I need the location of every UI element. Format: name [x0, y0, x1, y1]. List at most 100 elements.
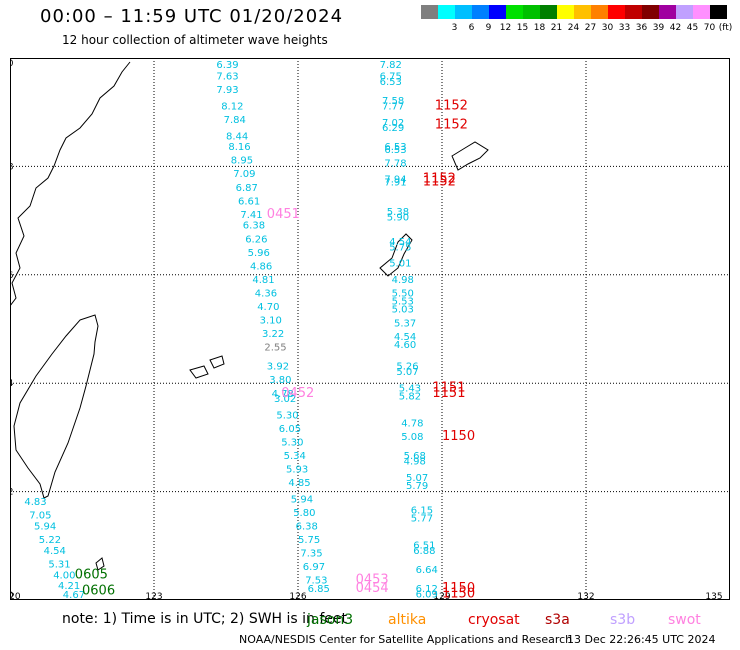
wave-height-value: 8.16	[228, 142, 250, 153]
satellite-pass-id: 1150	[442, 429, 475, 444]
wave-height-value: 5.07	[406, 473, 428, 484]
lon-tick-label: 123	[145, 592, 162, 600]
mission-jason3: jason3	[307, 612, 354, 628]
taiwan-coast	[13, 314, 99, 499]
wave-height-value: 4.78	[272, 389, 294, 400]
legend-swatch	[676, 5, 693, 19]
legend-label: 70	[703, 23, 716, 33]
wave-height-value: 6.38	[296, 522, 318, 533]
mission-s3b: s3b	[610, 612, 636, 628]
legend-swatch	[540, 5, 557, 19]
legend-swatch	[472, 5, 489, 19]
wave-height-value: 7.91	[384, 177, 406, 188]
wave-height-value: 4.70	[257, 302, 279, 313]
wave-height-value: 6.53	[384, 145, 406, 156]
wave-height-value: 6.97	[303, 562, 325, 573]
satellite-pass-id: 0453	[356, 573, 389, 588]
wave-height-value: 6.87	[236, 183, 258, 194]
wave-height-value: 4.54	[394, 332, 416, 343]
generated-timestamp: 13 Dec 22:26:45 UTC 2024	[567, 633, 716, 646]
legend-unit: (ft)	[718, 23, 733, 33]
batan	[95, 557, 105, 571]
wave-height-value: 7.93	[216, 85, 238, 96]
credit-text: NOAA/NESDIS Center for Satellite Applica…	[239, 633, 573, 646]
satellite-pass-id: 0606	[82, 584, 115, 599]
wave-height-value: 7.35	[300, 549, 322, 560]
footer-note: note: 1) Time is in UTC; 2) SWH is in fe…	[62, 611, 348, 627]
wave-height-value: 6.15	[411, 505, 433, 516]
altimeter-map: 120 123 126 129 132 135 30 28 26 24 22 20 6.397.63 7…	[10, 58, 730, 600]
legend-label: 39	[652, 23, 665, 33]
lat-tick-label: 20	[10, 591, 14, 600]
coastline	[10, 61, 489, 571]
satellite-pass-id: 0452	[281, 386, 314, 401]
wave-height-value: 7.84	[224, 115, 246, 126]
wave-height-value: 5.22	[39, 535, 61, 546]
legend-swatch	[659, 5, 676, 19]
wave-height-value: 5.90	[387, 213, 409, 224]
wave-height-value: 7.02	[382, 118, 404, 129]
wave-height-value: 6.09	[416, 589, 438, 600]
wave-height-value: 6.51	[413, 541, 435, 552]
lon-tick-label: 129	[433, 592, 450, 600]
mission-s3a: s3a	[545, 612, 570, 628]
legend-swatch	[642, 5, 659, 19]
wave-height-value: 4.67	[63, 590, 85, 600]
wave-height-value: 4.60	[394, 340, 416, 351]
legend-swatch	[438, 5, 455, 19]
legend-swatch	[574, 5, 591, 19]
legend-swatch	[693, 5, 710, 19]
wave-height-value: 5.08	[401, 432, 423, 443]
satellite-pass-id: 0451	[267, 207, 300, 222]
legend-label: 30	[601, 23, 614, 33]
satellite-pass-id: 1152	[423, 174, 456, 189]
wave-height-value: 4.83	[24, 497, 46, 508]
legend-label: 33	[618, 23, 631, 33]
wave-height-value: 5.31	[48, 559, 70, 570]
wave-height-value: 7.58	[382, 96, 404, 107]
wave-height-value: 3.80	[269, 375, 291, 386]
wave-height-value: 6.64	[416, 565, 438, 576]
wave-height-value: 5.43	[399, 383, 421, 394]
wave-height-value: 7.78	[384, 158, 406, 169]
wave-height-value: 5.30	[281, 438, 303, 449]
wave-height-value: 5.79	[406, 481, 428, 492]
legend-swatch	[455, 5, 472, 19]
wave-height-value: 7.82	[380, 60, 402, 71]
wave-height-value: 4.86	[250, 261, 272, 272]
map-frame	[10, 58, 730, 600]
legend-label: 21	[550, 23, 563, 33]
mission-swot: swot	[668, 612, 701, 628]
lon-tick-label: 120	[10, 592, 21, 600]
wave-height-value: 5.07	[396, 367, 418, 378]
legend-swatch	[489, 5, 506, 19]
wave-height-value: 2.55	[264, 343, 286, 354]
legend-label: 3	[451, 23, 458, 33]
wave-height-value: 5.94	[34, 522, 56, 533]
legend-label: 9	[485, 23, 492, 33]
wave-height-value: 6.85	[308, 584, 330, 595]
wave-height-value: 5.38	[387, 207, 409, 218]
lat-tick-label: 28	[10, 162, 14, 172]
wave-height-value: 6.05	[279, 424, 301, 435]
satellite-pass-id: 0605	[75, 567, 108, 582]
wave-height-value: 4.36	[255, 288, 277, 299]
legend-label: 27	[584, 23, 597, 33]
satellite-pass-id: 1152	[435, 117, 468, 132]
legend-swatch	[591, 5, 608, 19]
wave-height-value: 3.22	[262, 329, 284, 340]
wave-height-value: 5.37	[394, 318, 416, 329]
wave-height-value: 6.38	[243, 221, 265, 232]
lat-tick-label: 26	[10, 271, 14, 281]
legend-label: 15	[516, 23, 529, 33]
wave-height-value: 8.12	[221, 101, 243, 112]
wave-height-value: 5.82	[399, 391, 421, 402]
wave-height-value: 6.39	[216, 60, 238, 71]
legend-swatch	[421, 5, 438, 19]
legend-swatch	[710, 5, 727, 19]
wave-height-value: 3.92	[267, 362, 289, 373]
wave-height-value: 7.77	[382, 101, 404, 112]
lat-tick-label: 24	[10, 379, 14, 389]
wave-height-value: 7.94	[384, 175, 406, 186]
